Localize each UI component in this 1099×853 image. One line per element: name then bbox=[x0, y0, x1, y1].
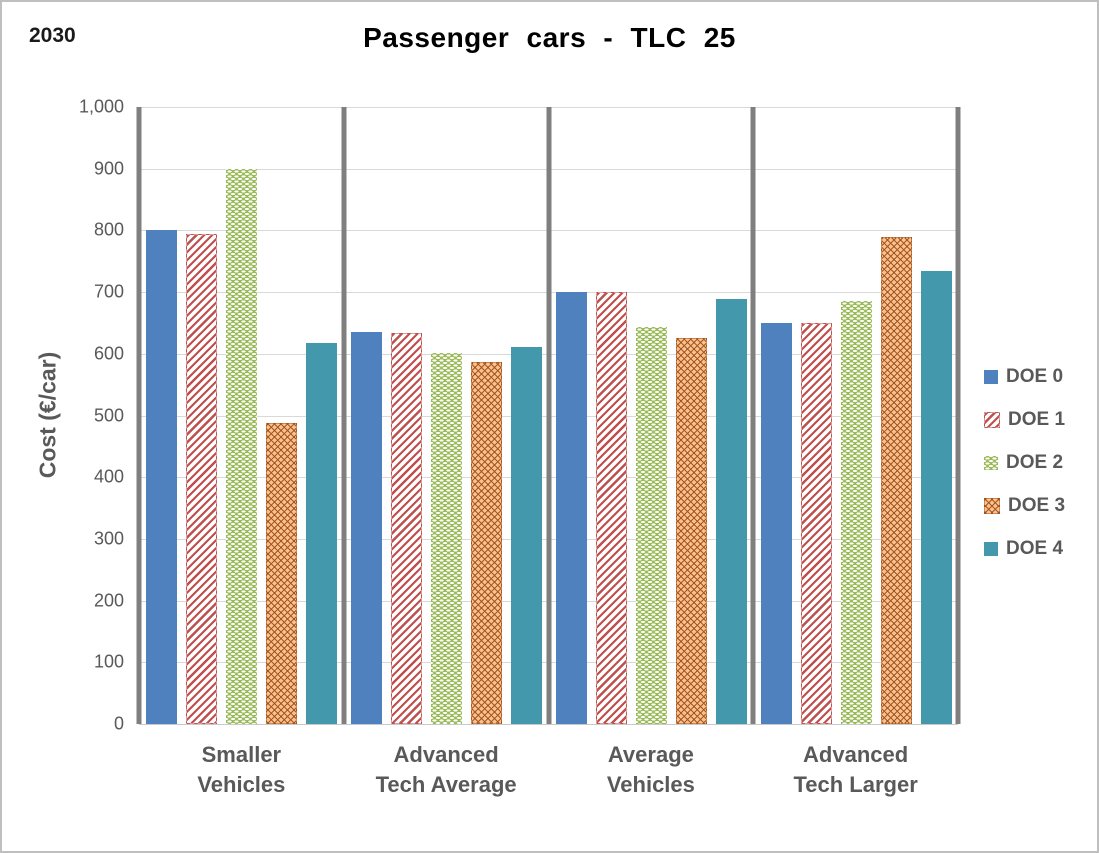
panel-advanced-tech-larger bbox=[754, 107, 959, 724]
legend-swatch-doe-1 bbox=[984, 412, 1000, 428]
panel-divider bbox=[546, 107, 551, 724]
bar-doe-2-advanced-tech-larger bbox=[841, 301, 872, 724]
panels bbox=[139, 107, 958, 724]
legend-swatch-doe-4 bbox=[984, 542, 998, 556]
x-label-average-vehicles: Average Vehicles bbox=[606, 742, 695, 797]
legend-item-doe-3: DOE 3 bbox=[984, 495, 1065, 517]
legend-item-doe-4: DOE 4 bbox=[984, 538, 1065, 560]
y-tick-900: 900 bbox=[93, 158, 124, 179]
bar-doe-1-advanced-tech-average bbox=[391, 333, 422, 724]
legend-item-doe-2: DOE 2 bbox=[984, 452, 1065, 474]
bar-doe-1-smaller-vehicles bbox=[186, 233, 217, 724]
x-label-advanced-tech-average: Advanced Tech Average bbox=[375, 742, 517, 797]
bar-doe-4-advanced-tech-average bbox=[511, 347, 542, 724]
panel-average-vehicles bbox=[549, 107, 754, 724]
panel-divider bbox=[341, 107, 347, 724]
plot-area bbox=[136, 107, 961, 725]
chart-title: Passenger cars - TLC 25 bbox=[363, 22, 736, 53]
legend-swatch-doe-2 bbox=[984, 456, 998, 470]
legend-label-doe-3: DOE 3 bbox=[1008, 495, 1066, 516]
year-label: 2030 bbox=[29, 24, 76, 47]
y-tick-300: 300 bbox=[93, 528, 124, 549]
panel-smaller-vehicles bbox=[139, 107, 344, 724]
panel-divider bbox=[136, 107, 142, 724]
y-tick-200: 200 bbox=[93, 590, 124, 611]
bar-doe-0-average-vehicles bbox=[556, 292, 587, 724]
legend-swatch-doe-0 bbox=[984, 370, 998, 384]
legend-item-doe-0: DOE 0 bbox=[984, 366, 1065, 388]
bar-doe-3-smaller-vehicles bbox=[266, 422, 297, 724]
bar-doe-1-advanced-tech-larger bbox=[801, 322, 832, 724]
bar-doe-1-average-vehicles bbox=[596, 292, 627, 724]
legend-swatch-doe-3 bbox=[984, 498, 1000, 514]
legend: DOE 0 DOE 1 DOE 2 DOE 3 DOE 4 bbox=[984, 366, 1065, 560]
y-tick-700: 700 bbox=[93, 281, 124, 302]
bar-doe-3-advanced-tech-larger bbox=[881, 237, 912, 724]
bar-doe-0-smaller-vehicles bbox=[146, 230, 177, 724]
bar-doe-0-advanced-tech-larger bbox=[761, 322, 792, 724]
y-tick-600: 600 bbox=[93, 343, 124, 364]
bar-doe-4-smaller-vehicles bbox=[306, 343, 337, 724]
legend-label-doe-0: DOE 0 bbox=[1006, 366, 1064, 387]
y-tick-400: 400 bbox=[93, 466, 124, 487]
legend-label-doe-4: DOE 4 bbox=[1006, 538, 1064, 559]
bar-doe-3-advanced-tech-average bbox=[471, 361, 502, 724]
x-axis-category-labels: Smaller Vehicles Advanced Tech Average Ave… bbox=[139, 740, 958, 799]
y-tick-800: 800 bbox=[93, 219, 124, 240]
x-label-smaller-vehicles: Smaller Vehicles bbox=[197, 742, 286, 797]
legend-label-doe-1: DOE 1 bbox=[1008, 409, 1066, 430]
panel-divider bbox=[750, 107, 756, 724]
bar-doe-2-smaller-vehicles bbox=[226, 168, 257, 724]
y-axis-tick-labels: 1,000 900 800 700 600 500 400 300 200 100 0 bbox=[2, 97, 124, 734]
y-tick-100: 100 bbox=[93, 651, 124, 672]
legend-label-doe-2: DOE 2 bbox=[1006, 452, 1064, 473]
panel-divider bbox=[955, 107, 961, 724]
x-label-advanced-tech-larger: Advanced Tech Larger bbox=[793, 742, 918, 797]
bar-doe-4-advanced-tech-larger bbox=[921, 270, 952, 724]
panel-advanced-tech-average bbox=[344, 107, 549, 724]
bar-doe-2-average-vehicles bbox=[636, 327, 667, 724]
bar-doe-4-average-vehicles bbox=[716, 298, 747, 724]
legend-item-doe-1: DOE 1 bbox=[984, 409, 1065, 431]
y-tick-500: 500 bbox=[93, 405, 124, 425]
y-tick-1-000: 1,000 bbox=[78, 96, 124, 117]
bar-doe-2-advanced-tech-average bbox=[431, 352, 462, 724]
bar-doe-0-advanced-tech-average bbox=[351, 332, 382, 724]
y-tick-0: 0 bbox=[113, 713, 124, 734]
bar-doe-3-average-vehicles bbox=[676, 337, 707, 724]
